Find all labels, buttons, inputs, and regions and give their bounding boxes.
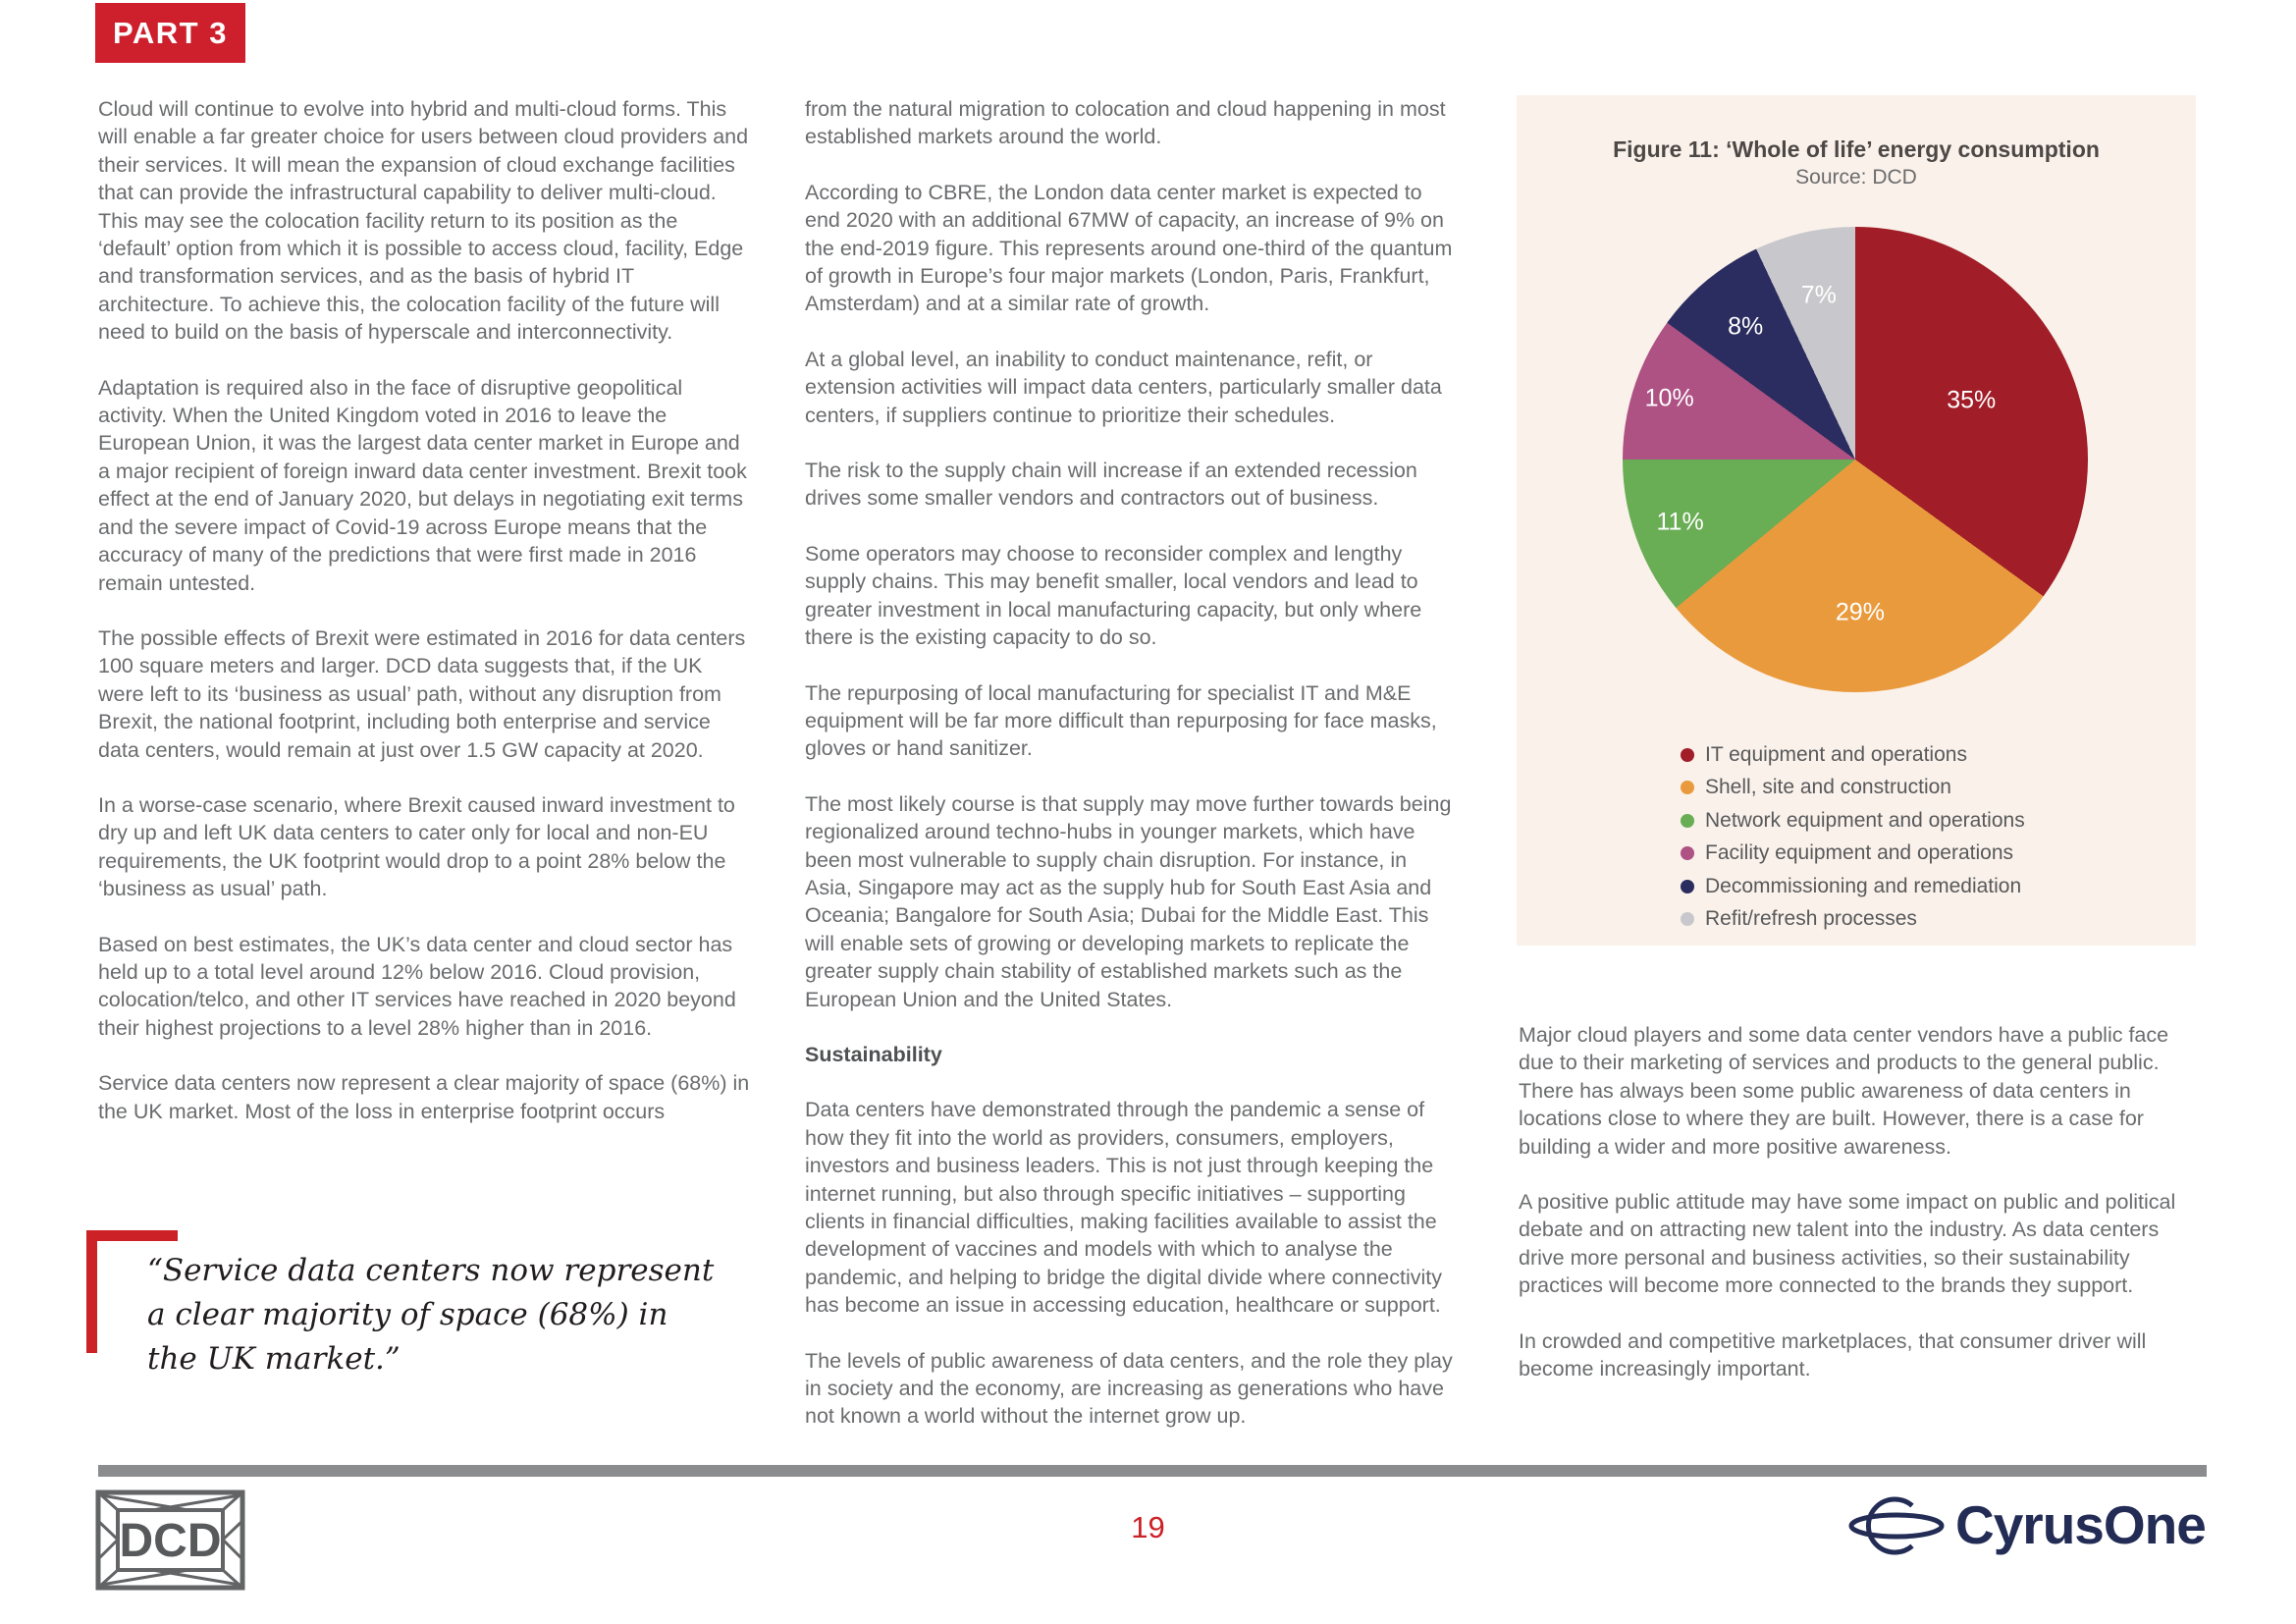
middle-column: from the natural migration to colocation…: [805, 95, 1457, 1458]
paragraph: Cloud will continue to evolve into hybri…: [98, 97, 749, 345]
legend-dot-icon: [1681, 781, 1694, 795]
pie-slice-label: 10%: [1644, 384, 1694, 412]
paragraph: Major cloud players and some data center…: [1519, 1023, 2169, 1159]
paragraph: Adaptation is required also in the face …: [98, 375, 747, 595]
legend-dot-icon: [1681, 813, 1694, 828]
paragraph: The levels of public awareness of data c…: [805, 1348, 1453, 1429]
legend-item: Network equipment and operations: [1681, 804, 2025, 838]
legend-dot-icon: [1681, 846, 1694, 861]
part-3-badge: PART 3: [95, 3, 245, 63]
paragraph: Service data centers now represent a cle…: [98, 1071, 750, 1123]
paragraph: The possible effects of Brexit were esti…: [98, 625, 746, 762]
pie-slice-label: 29%: [1835, 598, 1885, 626]
legend-item: Decommissioning and remediation: [1681, 870, 2025, 903]
legend-label: Refit/refresh processes: [1705, 907, 1917, 931]
legend-item: Refit/refresh processes: [1681, 903, 2025, 937]
paragraph: In crowded and competitive marketplaces,…: [1519, 1328, 2147, 1381]
paragraph: Data centers have demonstrated through t…: [805, 1098, 1442, 1318]
figure-11-panel: Figure 11: ‘Whole of life’ energy consum…: [1517, 95, 2196, 946]
chart-legend: IT equipment and operations Shell, site a…: [1681, 738, 2025, 936]
legend-label: Shell, site and construction: [1705, 776, 1951, 799]
dcd-logo-text: DCD: [120, 1515, 222, 1567]
legend-dot-icon: [1681, 747, 1694, 762]
paragraph: The most likely course is that supply ma…: [805, 791, 1452, 1011]
paragraph: Based on best estimates, the UK’s data c…: [98, 932, 736, 1040]
legend-item: Facility equipment and operations: [1681, 838, 2025, 871]
sustainability-heading: Sustainability: [805, 1042, 942, 1066]
legend-label: Decommissioning and remediation: [1705, 874, 2022, 897]
paragraph: According to CBRE, the London data cente…: [805, 180, 1453, 316]
paragraph: The risk to the supply chain will increa…: [805, 459, 1417, 511]
pie-slice-label: 35%: [1947, 386, 1997, 414]
legend-item: IT equipment and operations: [1681, 738, 2025, 772]
paragraph: A positive public attitude may have some…: [1519, 1190, 2176, 1298]
legend-label: Network equipment and operations: [1705, 808, 2025, 832]
legend-dot-icon: [1681, 912, 1694, 927]
figure-title: Figure 11: ‘Whole of life’ energy consum…: [1613, 136, 2100, 162]
pie-slice-label: 7%: [1800, 281, 1837, 309]
figure-source: Source: DCD: [1795, 166, 1917, 189]
legend-item: Shell, site and construction: [1681, 772, 2025, 805]
paragraph: Some operators may choose to reconsider …: [805, 541, 1422, 650]
paragraph: The repurposing of local manufacturing f…: [805, 680, 1437, 761]
cyrusone-logo: CyrusOne.: [1845, 1488, 2220, 1569]
left-column: Cloud will continue to evolve into hybri…: [98, 95, 750, 1153]
page-number: 19: [1131, 1510, 1165, 1544]
legend-label: IT equipment and operations: [1705, 742, 1967, 766]
dcd-logo-icon: DCD: [95, 1489, 245, 1591]
pie-slice-label: 8%: [1728, 312, 1764, 341]
pull-quote: “Service data centers now represent a cl…: [147, 1253, 715, 1377]
right-column: Major cloud players and some data center…: [1519, 1021, 2208, 1410]
pie-chart: 35% 29% 11% 10% 8% 7%: [1623, 227, 2088, 692]
dcd-logo: DCD: [95, 1489, 245, 1596]
footer-divider: [98, 1465, 2207, 1477]
legend-label: Facility equipment and operations: [1705, 841, 2014, 865]
pie-slice-label: 11%: [1656, 508, 1704, 536]
cyrusone-logo-icon: CyrusOne.: [1848, 1494, 2220, 1555]
quote-corner-bracket: [86, 1230, 178, 1353]
paragraph: At a global level, an inability to condu…: [805, 347, 1442, 427]
cyrusone-logo-text: CyrusOne.: [1955, 1494, 2209, 1555]
paragraph: from the natural migration to colocation…: [805, 97, 1446, 149]
paragraph: In a worse-case scenario, where Brexit c…: [98, 792, 735, 901]
legend-dot-icon: [1681, 879, 1694, 893]
